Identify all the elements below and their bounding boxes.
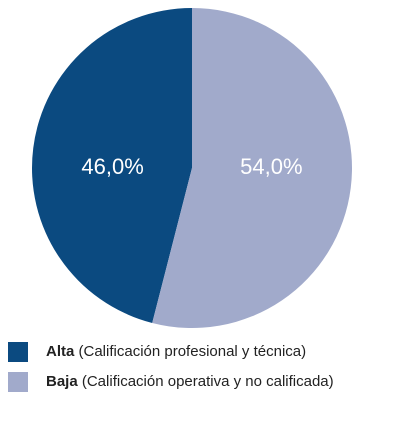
legend-label: Baja (Calificación operativa y no califi… (46, 373, 334, 390)
value-label: 46,0% (81, 154, 143, 179)
legend-category: Alta (46, 343, 75, 360)
pie-slice (32, 8, 192, 323)
value-label: 54,0% (240, 154, 302, 179)
legend-description: (Calificación profesional y técnica) (79, 343, 307, 360)
legend-category: Baja (46, 373, 78, 390)
legend-swatch (8, 342, 28, 362)
legend-description: (Calificación operativa y no calificada) (82, 373, 334, 390)
legend-swatch (8, 372, 28, 392)
legend-label: Alta (Calificación profesional y técnica… (46, 343, 306, 360)
pie-slice (152, 8, 352, 329)
